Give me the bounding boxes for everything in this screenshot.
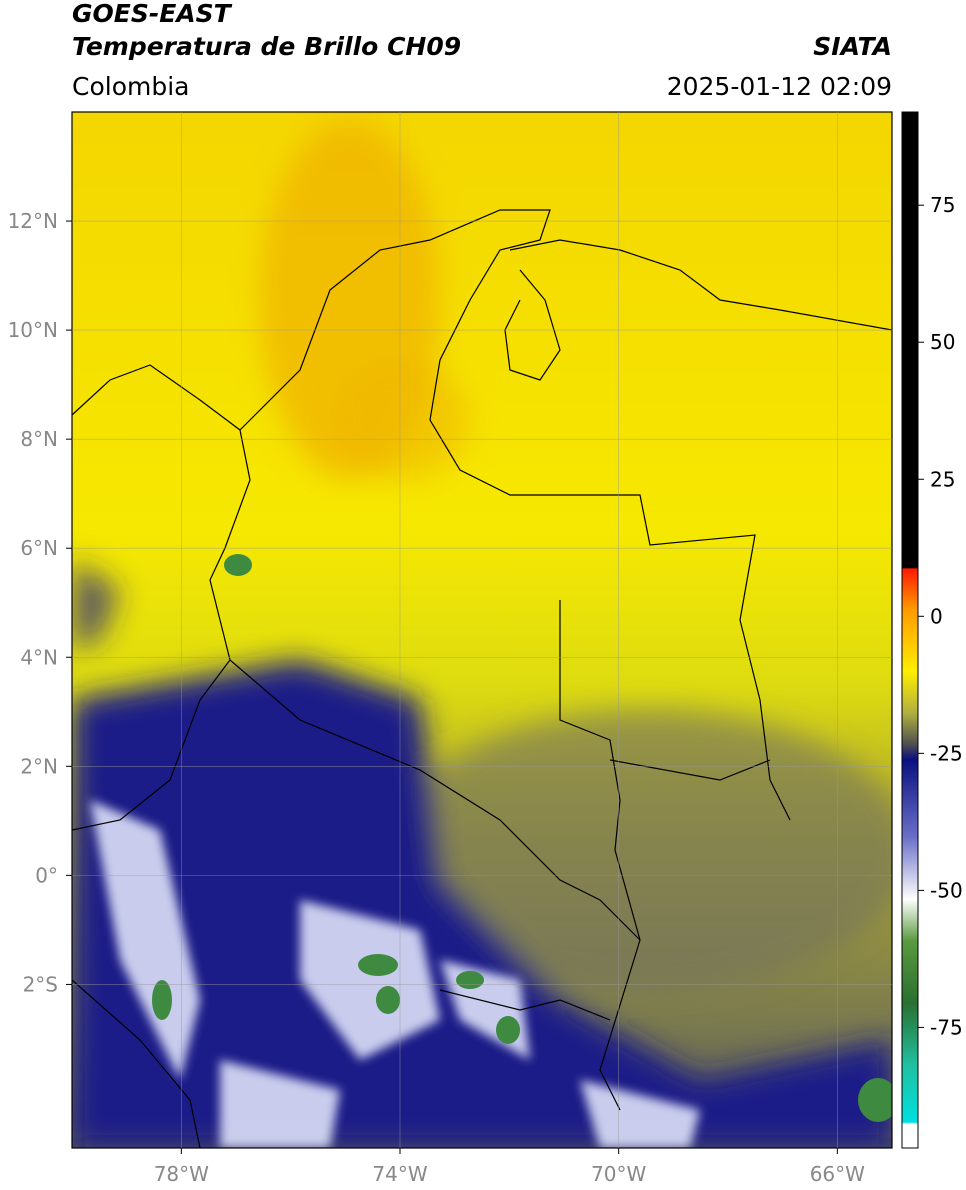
map-frame bbox=[71, 111, 893, 1149]
lat-tick-label: 4°N bbox=[20, 645, 58, 669]
lon-tick-label: 78°W bbox=[154, 1162, 209, 1186]
lat-tick-label: 8°N bbox=[20, 427, 58, 451]
lon-tick-label: 70°W bbox=[591, 1162, 646, 1186]
colorbar-tick-label: 50 bbox=[930, 330, 955, 354]
source: SIATA bbox=[813, 32, 892, 61]
lat-tick-label: 2°S bbox=[23, 972, 58, 996]
satellite-image bbox=[72, 112, 892, 1148]
lat-tick-label: 2°N bbox=[20, 754, 58, 778]
colorbar-tick-label: 0 bbox=[930, 604, 943, 628]
lat-tick-label: 0° bbox=[35, 863, 58, 887]
subtitle: Temperatura de Brillo CH09 bbox=[72, 32, 461, 61]
colorbar-tick-label: -75 bbox=[930, 1015, 963, 1039]
lat-tick-label: 12°N bbox=[8, 209, 58, 233]
colorbar bbox=[901, 111, 919, 1149]
title: GOES-EAST bbox=[72, 0, 233, 28]
lon-tick-label: 74°W bbox=[372, 1162, 427, 1186]
lon-tick-label: 66°W bbox=[810, 1162, 865, 1186]
datetime: 2025-01-12 02:09 bbox=[667, 72, 892, 101]
colorbar-tick-label: -50 bbox=[930, 878, 963, 902]
lat-tick-label: 6°N bbox=[20, 536, 58, 560]
colorbar-tick-label: 75 bbox=[930, 193, 955, 217]
colorbar-tick-label: 25 bbox=[930, 467, 955, 491]
colorbar-tick-label: -25 bbox=[930, 741, 963, 765]
region: Colombia bbox=[72, 72, 189, 101]
lat-tick-label: 10°N bbox=[8, 318, 58, 342]
